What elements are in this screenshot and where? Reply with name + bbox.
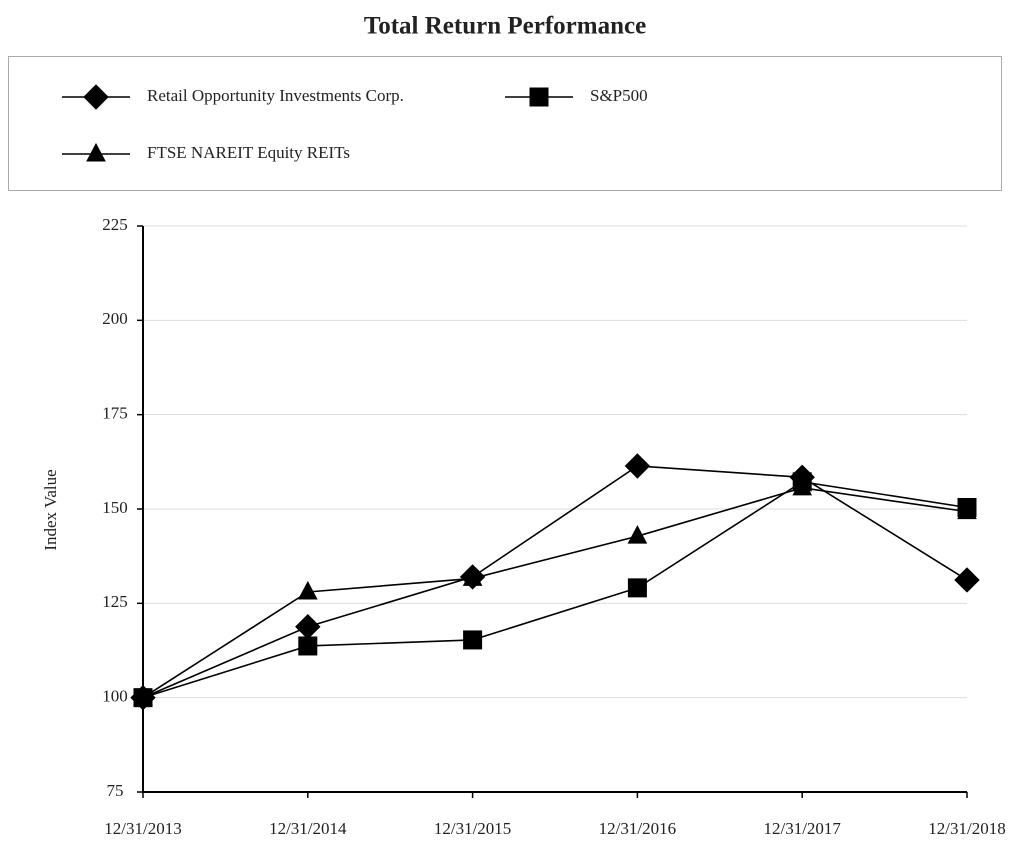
data-point — [295, 614, 321, 640]
series-line — [142, 487, 968, 699]
x-tick-label: 12/31/2017 — [763, 819, 841, 838]
legend-marker — [529, 87, 549, 107]
y-tick-label: 125 — [102, 592, 128, 611]
y-tick-label: 100 — [102, 687, 128, 706]
legend-label: Retail Opportunity Investments Corp. — [147, 86, 404, 105]
data-point — [463, 630, 483, 650]
data-point — [297, 580, 318, 600]
data-point — [133, 686, 153, 706]
legend-label: S&P500 — [590, 86, 648, 105]
data-point — [957, 500, 977, 520]
data-point — [627, 525, 648, 544]
x-tick-label: 12/31/2016 — [599, 819, 676, 838]
data-point — [792, 476, 813, 496]
data-point — [462, 567, 483, 586]
data-point — [627, 578, 647, 598]
series-line — [142, 480, 968, 699]
x-tick-label: 12/31/2014 — [269, 819, 347, 838]
x-tick-label: 12/31/2018 — [928, 819, 1005, 838]
x-tick-label: 12/31/2015 — [434, 819, 511, 838]
legend-label: FTSE NAREIT Equity REITs — [147, 143, 350, 162]
y-tick-label: 75 — [107, 781, 124, 800]
y-tick-label: 225 — [102, 215, 128, 234]
legend-box — [8, 56, 1002, 191]
data-point — [298, 636, 318, 656]
y-tick-label: 150 — [102, 498, 128, 517]
series-line — [142, 465, 968, 699]
legend-marker — [86, 142, 106, 162]
x-tick-label: 12/31/2013 — [104, 819, 181, 838]
data-point — [624, 453, 651, 479]
data-point — [954, 567, 980, 593]
y-tick-label: 175 — [102, 404, 128, 423]
y-tick-label: 200 — [102, 309, 128, 328]
legend-marker — [83, 84, 109, 110]
y-axis-label: Index Value — [41, 469, 60, 550]
chart-title: Total Return Performance — [364, 13, 646, 40]
